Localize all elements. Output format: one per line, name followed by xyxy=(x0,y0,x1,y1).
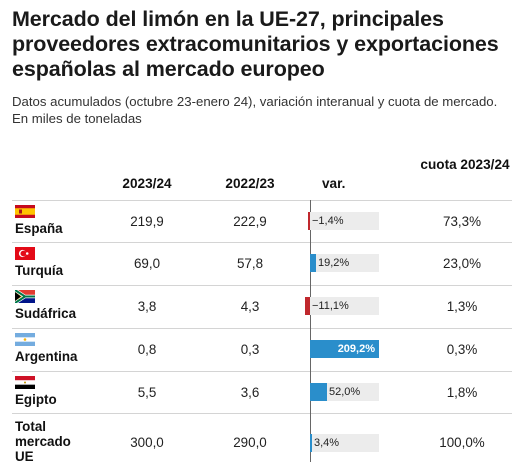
variation-bar xyxy=(305,297,310,315)
country-label: Turquía xyxy=(15,263,64,278)
variation-label: 209,2% xyxy=(337,343,375,355)
variation-bar xyxy=(308,212,310,230)
value-share: 0,3% xyxy=(446,342,478,357)
variation-track: 52,0% xyxy=(310,383,379,401)
variation-bar xyxy=(310,383,327,401)
country-label: España xyxy=(15,221,63,236)
table-row: Turquía 69,0 57,8 23,0% xyxy=(12,242,512,286)
spain-flag-icon xyxy=(15,205,35,218)
value-share: 73,3% xyxy=(443,214,481,229)
variation-bar xyxy=(310,340,379,358)
header-2023-24: 2023/24 xyxy=(122,176,172,191)
country-label: Argentina xyxy=(15,349,78,364)
variation-label: 19,2% xyxy=(318,257,350,269)
country-label: Total mercado UE xyxy=(15,419,71,464)
table-row: España 219,9 222,9 73,3% xyxy=(12,200,512,244)
table-row: Argentina 0,8 0,3 0,3% xyxy=(12,328,512,372)
header-share: cuota 2023/24 xyxy=(420,157,510,172)
variation-zero-axis xyxy=(310,200,311,462)
value-2022-23: 0,3 xyxy=(240,342,260,357)
value-share: 23,0% xyxy=(443,256,481,271)
header-2022-23: 2022/23 xyxy=(225,176,275,191)
value-share: 1,3% xyxy=(446,299,478,314)
value-2022-23: 4,3 xyxy=(240,299,260,314)
variation-label: 52,0% xyxy=(329,386,361,398)
variation-bar xyxy=(310,434,312,452)
value-share: 1,8% xyxy=(446,385,478,400)
variation-track: −1,4% xyxy=(308,212,379,230)
value-2023-24: 5,5 xyxy=(137,385,157,400)
value-2023-24: 0,8 xyxy=(137,342,157,357)
chart-subtitle: Datos acumulados (octubre 23-enero 24), … xyxy=(12,94,498,126)
value-share: 100,0% xyxy=(439,435,485,450)
country-label: Sudáfrica xyxy=(15,306,77,321)
variation-label: −11,1% xyxy=(312,300,349,312)
header-variation: var. xyxy=(322,176,346,191)
value-2022-23: 57,8 xyxy=(236,256,264,271)
chart-title: Mercado del limón en la UE-27, principal… xyxy=(12,7,499,81)
variation-bar xyxy=(310,254,316,272)
table-row: Egipto 5,5 3,6 1,8% xyxy=(12,371,512,415)
variation-track: 209,2% xyxy=(310,340,379,358)
variation-track: 3,4% xyxy=(310,434,379,452)
variation-track: 19,2% xyxy=(310,254,379,272)
egypt-flag-icon xyxy=(15,376,35,389)
variation-track: −11,1% xyxy=(305,297,379,315)
value-2022-23: 3,6 xyxy=(240,385,260,400)
value-2022-23: 222,9 xyxy=(233,214,267,229)
value-2023-24: 69,0 xyxy=(133,256,161,271)
value-2023-24: 3,8 xyxy=(137,299,157,314)
value-2023-24: 300,0 xyxy=(130,435,164,450)
value-2023-24: 219,9 xyxy=(130,214,164,229)
country-label: Egipto xyxy=(15,392,57,407)
table-row: Total mercado UE 300,0 290,0 100,0% xyxy=(12,413,512,472)
argentina-flag-icon xyxy=(15,333,35,346)
table-row: Sudáfrica 3,8 4,3 1,3% xyxy=(12,285,512,329)
value-2022-23: 290,0 xyxy=(233,435,267,450)
south-africa-flag-icon xyxy=(14,288,35,305)
variation-label: 3,4% xyxy=(314,437,340,449)
variation-label: −1,4% xyxy=(312,215,344,227)
turkey-flag-icon xyxy=(15,247,35,260)
